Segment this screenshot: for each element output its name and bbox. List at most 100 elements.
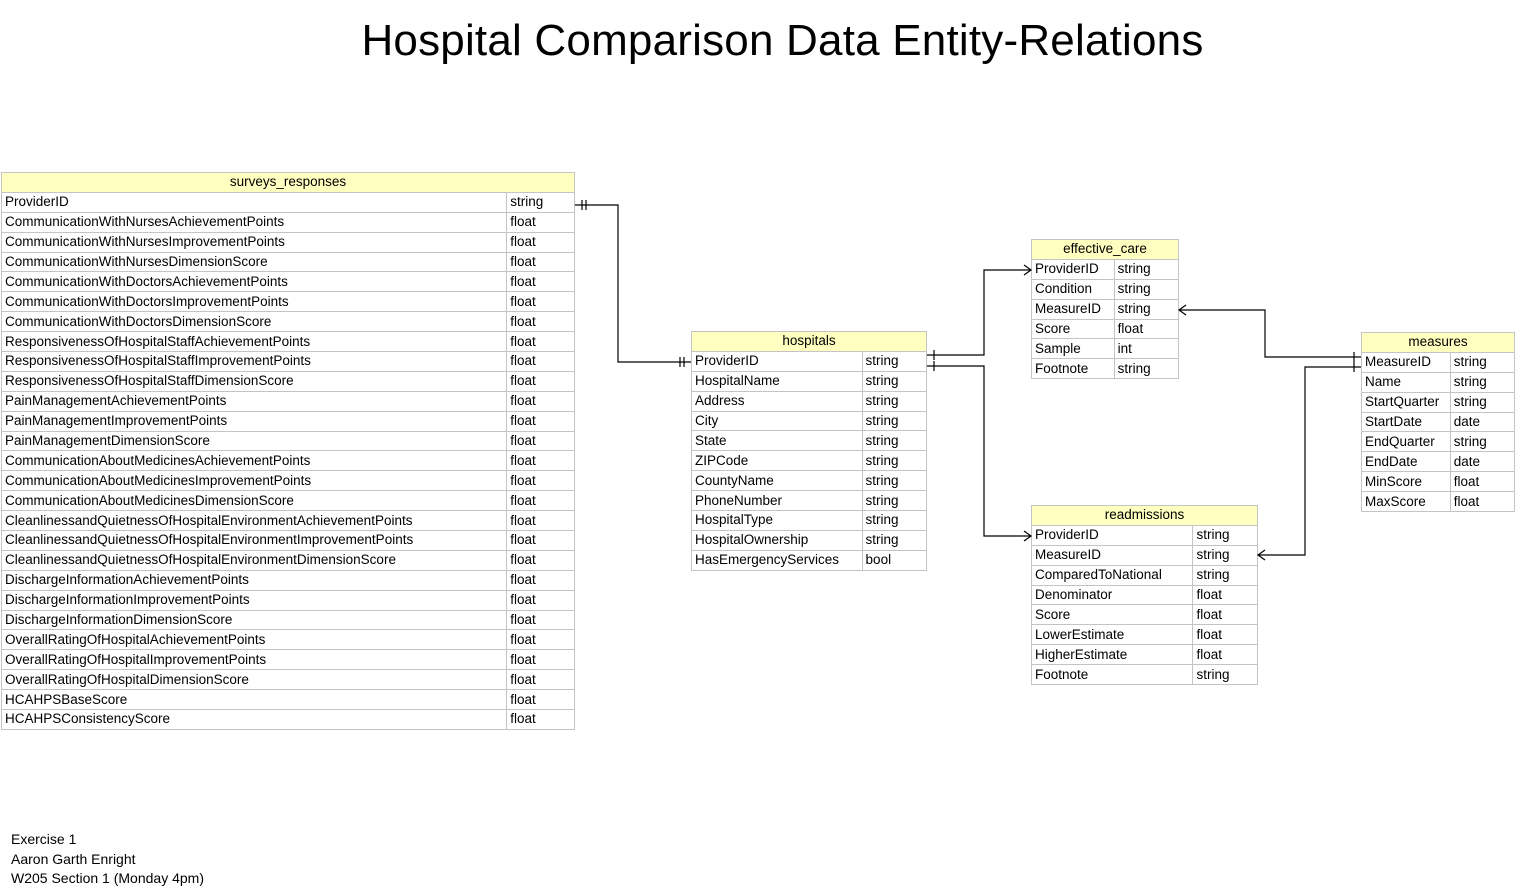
field-type: float — [506, 589, 575, 611]
field-type: float — [506, 271, 575, 293]
field-type: float — [506, 510, 575, 532]
field-row: OverallRatingOfHospitalAchievementPoints… — [0, 629, 575, 651]
field-type: float — [506, 709, 575, 730]
field-row: MeasureID string — [1361, 351, 1516, 373]
field-row: CleanlinessandQuietnessOfHospitalEnviron… — [0, 510, 575, 532]
field-name: ResponsivenessOfHospitalStaffDimensionSc… — [0, 370, 508, 392]
field-row: OverallRatingOfHospitalDimensionScore flo… — [0, 669, 575, 691]
field-type: date — [1449, 451, 1516, 473]
field-name: HospitalName — [691, 370, 863, 392]
relation-effective-care-measures — [1179, 309, 1361, 358]
field-name: DischargeInformationDimensionScore — [0, 609, 508, 631]
diagram-title: Hospital Comparison Data Entity-Relation… — [361, 16, 1204, 65]
field-row: ZIPCode string — [691, 450, 928, 472]
field-type: float — [506, 370, 575, 392]
field-name: Name — [1361, 371, 1451, 393]
field-type: string — [1113, 258, 1180, 280]
field-row: ResponsivenessOfHospitalStaffDimensionSc… — [0, 370, 575, 392]
field-row: StartQuarter string — [1361, 391, 1516, 413]
field-type: float — [506, 311, 575, 333]
field-name: CountyName — [691, 470, 863, 492]
field-type: string — [861, 350, 928, 372]
field-name: Sample — [1031, 338, 1115, 360]
field-type: string — [1449, 431, 1516, 453]
field-row: OverallRatingOfHospitalImprovementPoints… — [0, 649, 575, 671]
field-name: ProviderID — [0, 191, 508, 213]
field-row: State string — [691, 430, 928, 452]
field-name: CommunicationWithNursesImprovementPoints — [0, 231, 508, 253]
field-name: ZIPCode — [691, 450, 863, 472]
field-type: string — [1113, 278, 1180, 300]
field-name: DischargeInformationImprovementPoints — [0, 589, 508, 611]
field-row: CommunicationWithDoctorsImprovementPoint… — [0, 291, 575, 313]
field-name: Footnote — [1030, 664, 1194, 686]
field-row: DischargeInformationAchievementPoints flo… — [0, 569, 575, 591]
field-name: State — [691, 430, 863, 452]
field-type: string — [1192, 564, 1258, 586]
field-row: Footnote string — [1030, 664, 1258, 686]
field-name: Denominator — [1030, 584, 1194, 606]
field-type: string — [1449, 371, 1516, 393]
field-row: ProviderID string — [691, 350, 928, 372]
field-name: PainManagementDimensionScore — [0, 430, 508, 452]
field-row: ProviderID string — [0, 191, 575, 213]
field-type: string — [1192, 664, 1258, 686]
field-row: HCAHPSConsistencyScore float — [0, 709, 575, 730]
field-name: StartDate — [1361, 411, 1451, 433]
field-name: HigherEstimate — [1030, 644, 1194, 666]
field-row: CleanlinessandQuietnessOfHospitalEnviron… — [0, 549, 575, 571]
field-name: MeasureID — [1031, 298, 1115, 320]
field-name: ProviderID — [1031, 258, 1115, 280]
field-type: float — [506, 569, 575, 591]
field-row: Condition string — [1031, 278, 1180, 300]
field-row: CountyName string — [691, 470, 928, 492]
field-type: float — [1192, 584, 1258, 606]
field-row: HospitalOwnership string — [691, 529, 928, 551]
field-name: CommunicationAboutMedicinesDimensionScor… — [0, 490, 508, 512]
field-type: float — [506, 331, 575, 353]
table-measures: measures MeasureID string Name string StartQ… — [1361, 332, 1516, 513]
field-type: float — [1113, 318, 1180, 340]
field-type: string — [1192, 544, 1258, 566]
field-row: HCAHPSBaseScore float — [0, 689, 575, 711]
relation-surveys-hospitals — [575, 204, 691, 363]
field-row: DischargeInformationDimensionScore float — [0, 609, 575, 631]
field-row: Name string — [1361, 371, 1516, 393]
field-name: Condition — [1031, 278, 1115, 300]
field-row: LowerEstimate float — [1030, 624, 1258, 646]
field-row: Denominator float — [1030, 584, 1258, 606]
field-name: CommunicationWithNursesDimensionScore — [0, 251, 508, 273]
field-type: string — [861, 529, 928, 551]
field-name: OverallRatingOfHospitalImprovementPoints — [0, 649, 508, 671]
field-row: Address string — [691, 390, 928, 412]
field-name: PainManagementImprovementPoints — [0, 410, 508, 432]
field-name: CommunicationWithDoctorsDimensionScore — [0, 311, 508, 333]
field-name: Score — [1030, 604, 1194, 626]
field-row: ResponsivenessOfHospitalStaffAchievement… — [0, 331, 575, 353]
table-header: readmissions — [1031, 505, 1258, 526]
field-type: float — [506, 490, 575, 512]
field-type: int — [1113, 338, 1180, 360]
field-row: DischargeInformationImprovementPoints flo… — [0, 589, 575, 611]
field-row: City string — [691, 410, 928, 432]
field-type: string — [861, 370, 928, 392]
field-type: string — [861, 450, 928, 472]
footer-notes: Exercise 1 Aaron Garth Enright W205 Sect… — [11, 830, 204, 889]
field-name: LowerEstimate — [1030, 624, 1194, 646]
field-row: CommunicationAboutMedicinesAchievementPo… — [0, 450, 575, 472]
field-type: string — [1192, 524, 1258, 546]
field-name: ResponsivenessOfHospitalStaffAchievement… — [0, 331, 508, 353]
field-type: string — [861, 410, 928, 432]
field-name: CleanlinessandQuietnessOfHospitalEnviron… — [0, 530, 508, 551]
field-name: EndQuarter — [1361, 431, 1451, 453]
field-name: CommunicationAboutMedicinesAchievementPo… — [0, 450, 508, 472]
field-name: MinScore — [1361, 471, 1451, 493]
field-name: PhoneNumber — [691, 490, 863, 512]
field-type: float — [506, 291, 575, 313]
field-type: float — [506, 609, 575, 631]
field-type: float — [506, 351, 575, 372]
field-type: float — [506, 549, 575, 571]
field-type: string — [861, 490, 928, 512]
field-type: float — [1192, 624, 1258, 646]
field-name: HasEmergencyServices — [691, 549, 863, 571]
